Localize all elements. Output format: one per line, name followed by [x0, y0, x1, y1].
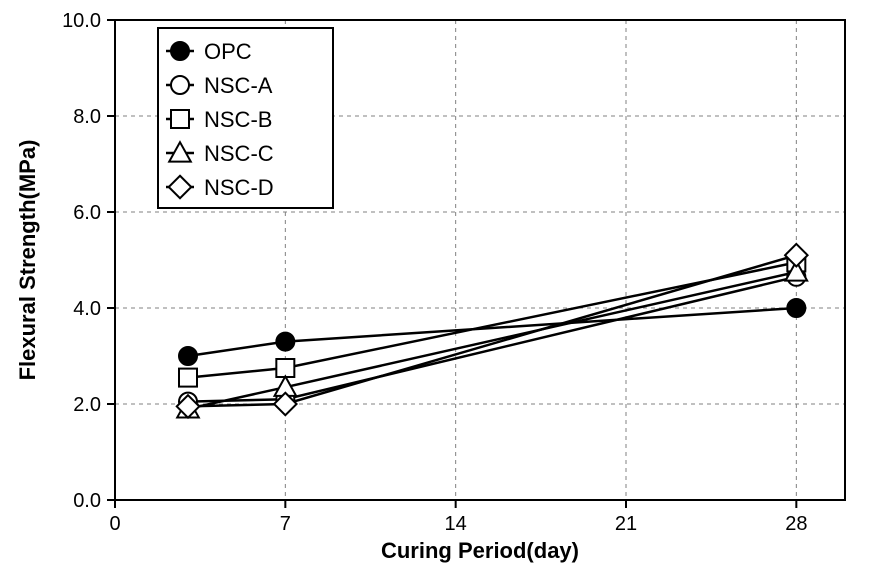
x-tick-label: 21: [615, 513, 637, 535]
legend-label: NSC-C: [204, 141, 274, 166]
y-tick-label: 2.0: [73, 394, 101, 416]
legend-label: NSC-D: [204, 175, 274, 200]
y-axis-label: Flexural Strength(MPa): [15, 140, 40, 381]
legend-label: NSC-A: [204, 73, 273, 98]
x-tick-label: 7: [280, 513, 291, 535]
flexural-strength-chart: 0 7 14 21 28 0.0 2.0 4.0 6.0 8.0 10.0 Curing Period…: [0, 0, 881, 579]
legend-label: OPC: [204, 39, 252, 64]
legend: OPC NSC-A NSC-B NSC-C NSC-D: [158, 28, 333, 208]
y-tick-label: 6.0: [73, 202, 101, 224]
y-tick-label: 10.0: [62, 10, 101, 32]
x-axis-label: Curing Period(day): [381, 538, 579, 563]
x-tick-label: 14: [445, 513, 467, 535]
y-tick-label: 4.0: [73, 298, 101, 320]
y-tick-label: 8.0: [73, 106, 101, 128]
y-tick-label: 0.0: [73, 490, 101, 512]
legend-label: NSC-B: [204, 107, 272, 132]
x-tick-label: 28: [785, 513, 807, 535]
x-tick-label: 0: [109, 513, 120, 535]
